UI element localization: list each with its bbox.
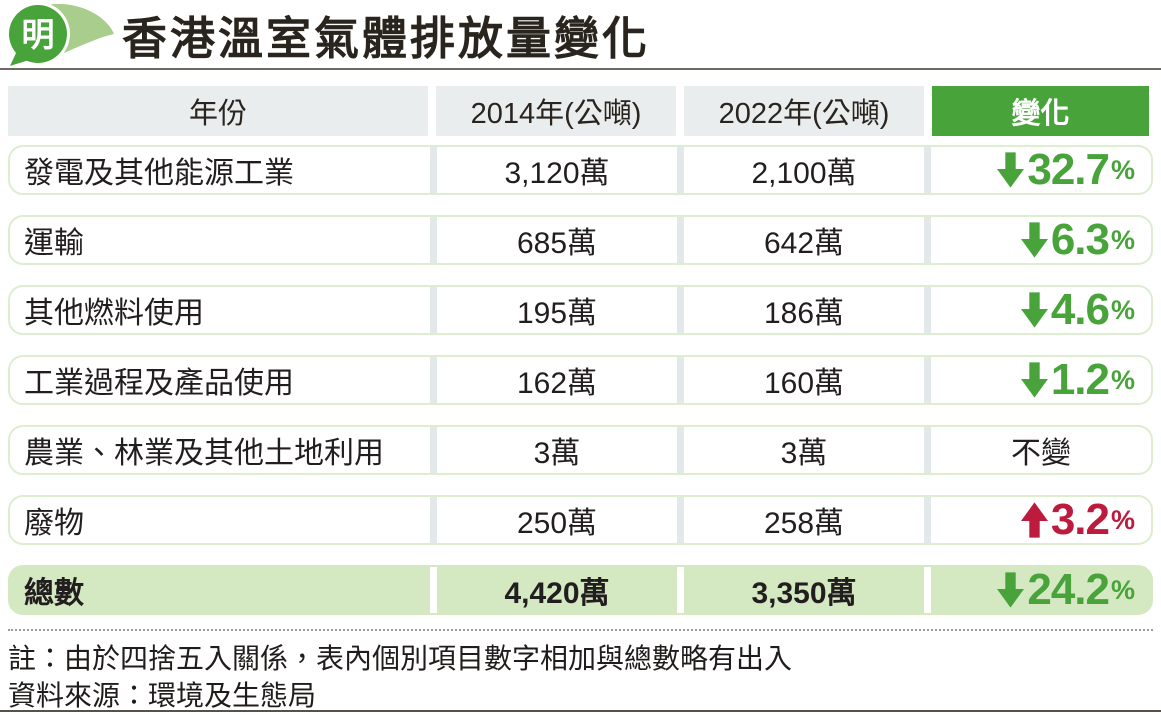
column-divider [430, 357, 437, 403]
column-divider [924, 497, 931, 543]
table-total-row: 總數 4,420萬 3,350萬 24.2 % [8, 565, 1153, 615]
table-row: 其他燃料使用 195萬 186萬 4.6 % [8, 285, 1153, 335]
change-value: 不變 [1011, 437, 1071, 470]
column-divider [430, 567, 437, 613]
table-row: 工業過程及產品使用 162萬 160萬 1.2 % [8, 355, 1153, 405]
value-2022: 2,100萬 [751, 157, 857, 190]
value-2022: 160萬 [763, 367, 845, 400]
value-2022: 258萬 [763, 507, 845, 540]
column-divider [924, 357, 931, 403]
column-divider [677, 287, 684, 333]
column-divider [430, 217, 437, 263]
change-cell: 32.7 % [931, 147, 1151, 193]
value-2014: 162萬 [516, 367, 598, 400]
column-divider [924, 217, 931, 263]
column-divider [924, 147, 931, 193]
column-divider [430, 287, 437, 333]
change-value: 24.2 % [997, 567, 1135, 613]
column-header-2022: 2022年(公噸) [684, 86, 924, 136]
down-arrow-icon [1020, 222, 1048, 258]
row-label: 工業過程及產品使用 [24, 367, 294, 400]
table-row: 農業、林業及其他土地利用 3萬 3萬 不變 [8, 425, 1153, 475]
value-2022: 3萬 [780, 437, 828, 470]
row-label: 運輸 [24, 227, 84, 260]
value-2014: 4,420萬 [504, 577, 610, 610]
change-cell: 4.6 % [931, 287, 1151, 333]
column-divider [677, 147, 684, 193]
change-value: 4.6 % [1020, 287, 1135, 333]
change-value: 32.7 % [997, 147, 1135, 193]
table-row: 廢物 250萬 258萬 3.2 % [8, 495, 1153, 545]
change-cell: 不變 [931, 427, 1151, 473]
down-arrow-icon [1020, 292, 1048, 328]
change-value: 1.2 % [1020, 357, 1135, 403]
column-divider [677, 217, 684, 263]
column-divider [677, 567, 684, 613]
mingpao-logo-icon: 明 [6, 2, 114, 66]
change-cell: 1.2 % [931, 357, 1151, 403]
bottom-rule [0, 710, 1161, 712]
value-2022: 642萬 [763, 227, 845, 260]
emissions-table: 年份 2014年(公噸) 2022年(公噸) 變化 發電及其他能源工業 3,12… [0, 86, 1161, 615]
column-divider [677, 497, 684, 543]
column-divider [677, 357, 684, 403]
table-row: 運輸 685萬 642萬 6.3 % [8, 215, 1153, 265]
svg-text:明: 明 [22, 16, 55, 53]
column-header-2014: 2014年(公噸) [436, 86, 676, 136]
table-header-row: 年份 2014年(公噸) 2022年(公噸) 變化 [8, 86, 1153, 136]
value-2014: 250萬 [516, 507, 598, 540]
value-2014: 3萬 [533, 437, 581, 470]
masthead: 明 香港溫室氣體排放量變化 [0, 0, 1161, 70]
column-divider [924, 287, 931, 333]
down-arrow-icon [1020, 362, 1048, 398]
column-divider [677, 427, 684, 473]
value-2014: 195萬 [516, 297, 598, 330]
column-divider [430, 497, 437, 543]
table-row: 發電及其他能源工業 3,120萬 2,100萬 32.7 % [8, 145, 1153, 195]
down-arrow-icon [997, 152, 1025, 188]
row-label: 農業、林業及其他土地利用 [24, 437, 384, 470]
column-divider [430, 427, 437, 473]
column-divider [924, 567, 931, 613]
up-arrow-icon [1020, 502, 1048, 538]
change-value: 6.3 % [1020, 217, 1135, 263]
value-2022: 186萬 [763, 297, 845, 330]
footer-notes: 註：由於四捨五入關係，表內個別項目數字相加與總數略有出入 資料來源：環境及生態局 [0, 631, 1161, 714]
note-text: 註：由於四捨五入關係，表內個別項目數字相加與總數略有出入 [8, 643, 793, 674]
change-value: 3.2 % [1020, 497, 1135, 543]
down-arrow-icon [997, 572, 1025, 608]
change-cell: 3.2 % [931, 497, 1151, 543]
dotted-divider [8, 629, 1153, 631]
row-label: 總數 [24, 577, 84, 610]
page-title: 香港溫室氣體排放量變化 [122, 12, 651, 64]
source-text: 資料來源：環境及生態局 [8, 680, 317, 711]
value-2014: 685萬 [516, 227, 598, 260]
column-header-category: 年份 [8, 86, 428, 136]
value-2014: 3,120萬 [504, 157, 610, 190]
change-cell: 24.2 % [931, 567, 1151, 613]
row-label: 發電及其他能源工業 [24, 157, 294, 190]
column-header-change: 變化 [932, 86, 1149, 136]
change-cell: 6.3 % [931, 217, 1151, 263]
row-label: 廢物 [24, 507, 84, 540]
column-divider [430, 147, 437, 193]
value-2022: 3,350萬 [751, 577, 857, 610]
column-divider [924, 427, 931, 473]
row-label: 其他燃料使用 [24, 297, 204, 330]
